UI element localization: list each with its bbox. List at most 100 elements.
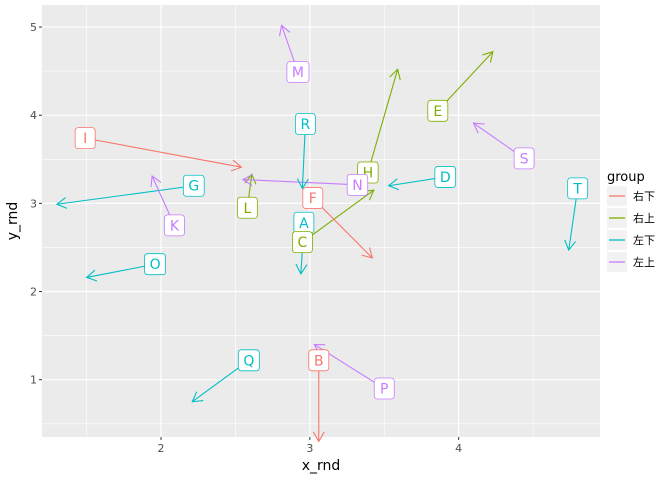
y-tick-label: 5	[30, 21, 37, 34]
point-label-G: G	[182, 174, 205, 197]
point-label-C: C	[291, 231, 313, 254]
minor-gridlines	[42, 5, 600, 437]
x-axis: 2 3 4	[158, 437, 462, 455]
point-label-box	[164, 214, 185, 237]
arrow-head	[482, 50, 494, 63]
point-label-L: L	[236, 196, 258, 219]
point-label-box	[236, 196, 258, 219]
point-label-box	[346, 173, 369, 196]
arrow-shaft	[302, 189, 375, 243]
point-label-K: K	[164, 214, 185, 237]
y-tick-label: 3	[30, 197, 37, 210]
point-label-box	[513, 147, 535, 170]
point-label-text: C	[298, 235, 308, 251]
arrow-head	[389, 68, 401, 81]
point-label-text: H	[363, 166, 374, 182]
point-label-Q: Q	[237, 349, 260, 372]
point-label-text: S	[520, 151, 529, 167]
point-label-box	[286, 61, 310, 83]
point-label-box	[182, 174, 205, 197]
x-tick-label: 4	[455, 442, 462, 455]
arrow-head	[361, 247, 374, 259]
point-label-text: L	[243, 201, 251, 217]
point-label-D: D	[434, 166, 457, 188]
major-gridlines	[42, 5, 600, 437]
point-label-box	[74, 127, 96, 150]
y-tick-label: 2	[30, 286, 37, 299]
point-label-box	[237, 349, 260, 372]
arrow-shaft	[85, 137, 242, 168]
arrow-F	[312, 197, 374, 259]
point-label-I: I	[74, 127, 96, 150]
point-label-text: P	[380, 382, 388, 398]
point-label-box	[567, 177, 589, 200]
arrow-shaft	[56, 185, 194, 205]
arrow-head	[387, 178, 400, 191]
point-label-text: E	[433, 104, 442, 120]
arrow-head	[472, 122, 485, 134]
arrow-N	[241, 174, 358, 186]
arrow-shaft	[312, 197, 373, 259]
point-label-P: P	[373, 377, 395, 400]
point-label-O: O	[144, 253, 167, 276]
arrow-head	[230, 159, 243, 172]
point-label-box	[373, 377, 395, 400]
legend-item: 左下	[607, 230, 655, 250]
arrow-shaft	[367, 69, 399, 173]
arrow-shaft	[242, 179, 358, 186]
arrow-head	[85, 269, 98, 282]
arrow-head	[564, 239, 576, 252]
legend-title: group	[607, 170, 645, 185]
legend-item: 左上	[607, 252, 655, 272]
arrow-shaft	[86, 263, 156, 278]
point-label-text: F	[309, 191, 317, 207]
legend-item: 右下	[607, 186, 655, 206]
point-label-box	[294, 113, 316, 135]
y-axis-title: y_rnd	[5, 202, 21, 241]
point-label-text: Q	[243, 353, 254, 369]
x-axis-title: x_rnd	[302, 458, 341, 474]
point-label-box	[291, 231, 313, 254]
point-label-text: R	[301, 117, 311, 133]
plot-panel	[42, 5, 600, 437]
arrow-head	[55, 197, 68, 209]
point-label-box	[302, 187, 324, 209]
legend-label: 左下	[633, 234, 655, 247]
point-label-M: M	[286, 61, 310, 83]
point-label-S: S	[513, 147, 535, 170]
legend-label: 右下	[633, 189, 655, 203]
point-label-text: D	[440, 170, 451, 186]
point-label-box	[308, 349, 330, 372]
arrow-head	[296, 178, 309, 190]
y-axis: 1 2 3 4 5	[30, 21, 42, 387]
arrow-G	[55, 185, 194, 209]
arrow-head	[312, 431, 325, 443]
legend-label: 左上	[633, 256, 655, 269]
point-label-N: N	[346, 173, 369, 196]
point-label-R: R	[294, 113, 316, 135]
arrow-head	[241, 174, 253, 186]
point-label-B: B	[308, 349, 330, 372]
legend-item: 右上	[607, 208, 655, 228]
y-tick-label: 1	[30, 374, 37, 387]
point-label-box	[427, 99, 449, 122]
point-label-text: O	[150, 257, 161, 273]
point-label-text: N	[352, 178, 362, 194]
point-label-text: A	[299, 216, 309, 232]
legend-label: 右上	[633, 211, 655, 225]
point-label-text: B	[314, 353, 324, 369]
point-label-text: I	[83, 131, 87, 147]
arrow-head	[278, 24, 291, 37]
x-tick-label: 3	[306, 442, 313, 455]
point-label-F: F	[302, 187, 324, 209]
arrow-I	[85, 137, 243, 172]
point-label-text: M	[292, 65, 304, 81]
point-label-text: G	[188, 179, 199, 195]
point-label-E: E	[427, 99, 449, 122]
arrow-head	[295, 263, 308, 275]
arrow-head	[191, 391, 204, 403]
point-label-T: T	[567, 177, 589, 200]
